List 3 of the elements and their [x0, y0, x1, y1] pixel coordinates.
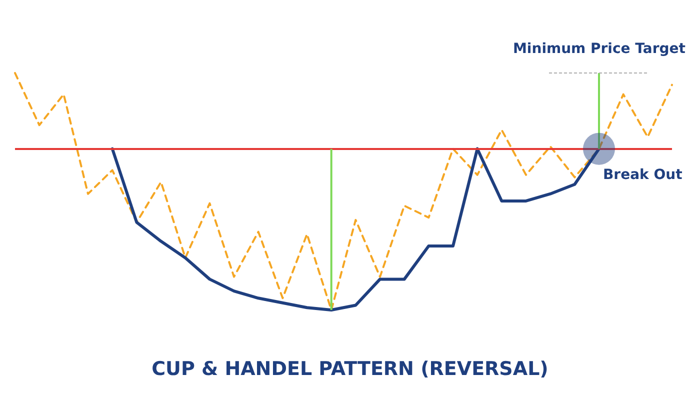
annotation: Break Out [603, 166, 682, 183]
text: Minimum Price Target [513, 41, 686, 57]
text: CUP & HANDEL PATTERN (REVERSAL) [150, 358, 550, 380]
